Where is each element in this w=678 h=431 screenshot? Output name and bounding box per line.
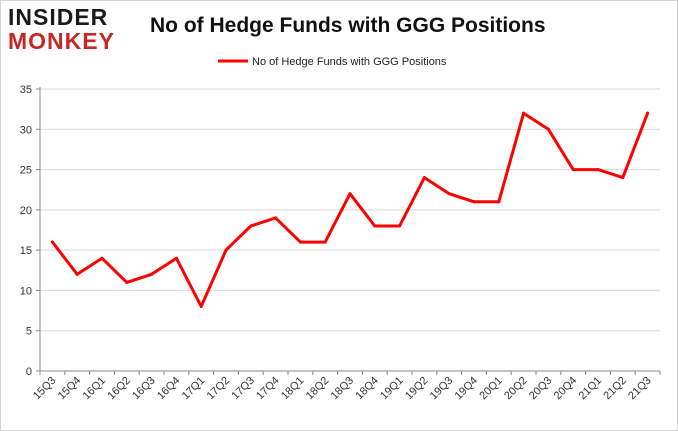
- y-axis-ticks: 0 5 10 15 20 25 30 35: [20, 84, 40, 378]
- x-tick-label: 15Q4: [56, 375, 84, 403]
- data-point: [348, 192, 352, 196]
- x-tick-label: 18Q3: [329, 375, 357, 403]
- x-tick-label: 21Q2: [601, 375, 629, 403]
- y-tick-label: 15: [20, 245, 32, 257]
- data-point: [522, 111, 526, 115]
- data-point: [199, 305, 203, 309]
- y-tick-label: 20: [20, 205, 32, 217]
- data-point: [422, 176, 426, 180]
- y-tick-label: 25: [20, 165, 32, 177]
- x-tick-label: 20Q2: [502, 375, 530, 403]
- data-point: [596, 168, 600, 172]
- data-point: [249, 224, 253, 228]
- x-tick-label: 19Q2: [403, 375, 431, 403]
- data-point: [224, 248, 228, 252]
- data-point: [373, 224, 377, 228]
- data-point: [100, 256, 104, 260]
- data-point: [447, 192, 451, 196]
- x-tick-label: 21Q1: [577, 375, 605, 403]
- x-tick-label: 18Q4: [353, 375, 381, 403]
- y-tick-label: 30: [20, 124, 32, 136]
- data-point: [323, 240, 327, 244]
- data-point: [174, 256, 178, 260]
- data-point: [50, 240, 54, 244]
- data-point: [472, 200, 476, 204]
- y-tick-label: 0: [26, 366, 32, 378]
- x-tick-label: 21Q3: [626, 375, 654, 403]
- x-tick-label: 15Q3: [31, 375, 59, 403]
- data-point: [398, 224, 402, 228]
- y-tick-label: 35: [20, 84, 32, 96]
- insider-monkey-logo: INSIDER MONKEY: [8, 6, 128, 54]
- x-tick-label: 20Q4: [552, 375, 580, 403]
- y-tick-label: 10: [20, 285, 32, 297]
- x-tick-label: 20Q1: [477, 375, 505, 403]
- data-point: [125, 280, 129, 284]
- data-point: [75, 272, 79, 276]
- data-point: [571, 168, 575, 172]
- x-tick-label: 19Q3: [428, 375, 456, 403]
- logo-line-1: INSIDER: [8, 4, 109, 30]
- x-tick-label: 16Q1: [81, 375, 109, 403]
- axes: [39, 87, 660, 372]
- x-tick-label: 16Q4: [155, 375, 183, 403]
- x-tick-label: 20Q3: [527, 375, 555, 403]
- data-point: [150, 272, 154, 276]
- gridlines: [40, 88, 660, 332]
- data-point: [497, 200, 501, 204]
- data-point: [298, 240, 302, 244]
- data-point: [546, 127, 550, 131]
- x-tick-label: 16Q3: [130, 375, 158, 403]
- x-tick-label: 16Q2: [105, 375, 133, 403]
- chart-title: No of Hedge Funds with GGG Positions: [150, 14, 546, 37]
- x-tick-label: 17Q1: [180, 375, 208, 403]
- x-tick-label: 18Q2: [304, 375, 332, 403]
- series-layer: [50, 111, 650, 309]
- y-tick-label: 5: [26, 326, 32, 338]
- legend-label: No of Hedge Funds with GGG Positions: [252, 56, 447, 68]
- x-tick-label: 17Q2: [205, 375, 233, 403]
- x-tick-label: 18Q1: [279, 375, 307, 403]
- legend: No of Hedge Funds with GGG Positions: [218, 56, 447, 68]
- data-point: [646, 111, 650, 115]
- data-point: [274, 216, 278, 220]
- x-tick-label: 19Q4: [453, 375, 481, 403]
- x-tick-label: 17Q4: [254, 375, 282, 403]
- x-tick-label: 19Q1: [378, 375, 406, 403]
- data-point: [621, 176, 625, 180]
- logo-line-2: MONKEY: [8, 28, 115, 54]
- x-axis-ticks: 15Q315Q416Q116Q216Q316Q417Q117Q217Q317Q4…: [31, 371, 661, 403]
- x-tick-label: 17Q3: [229, 375, 257, 403]
